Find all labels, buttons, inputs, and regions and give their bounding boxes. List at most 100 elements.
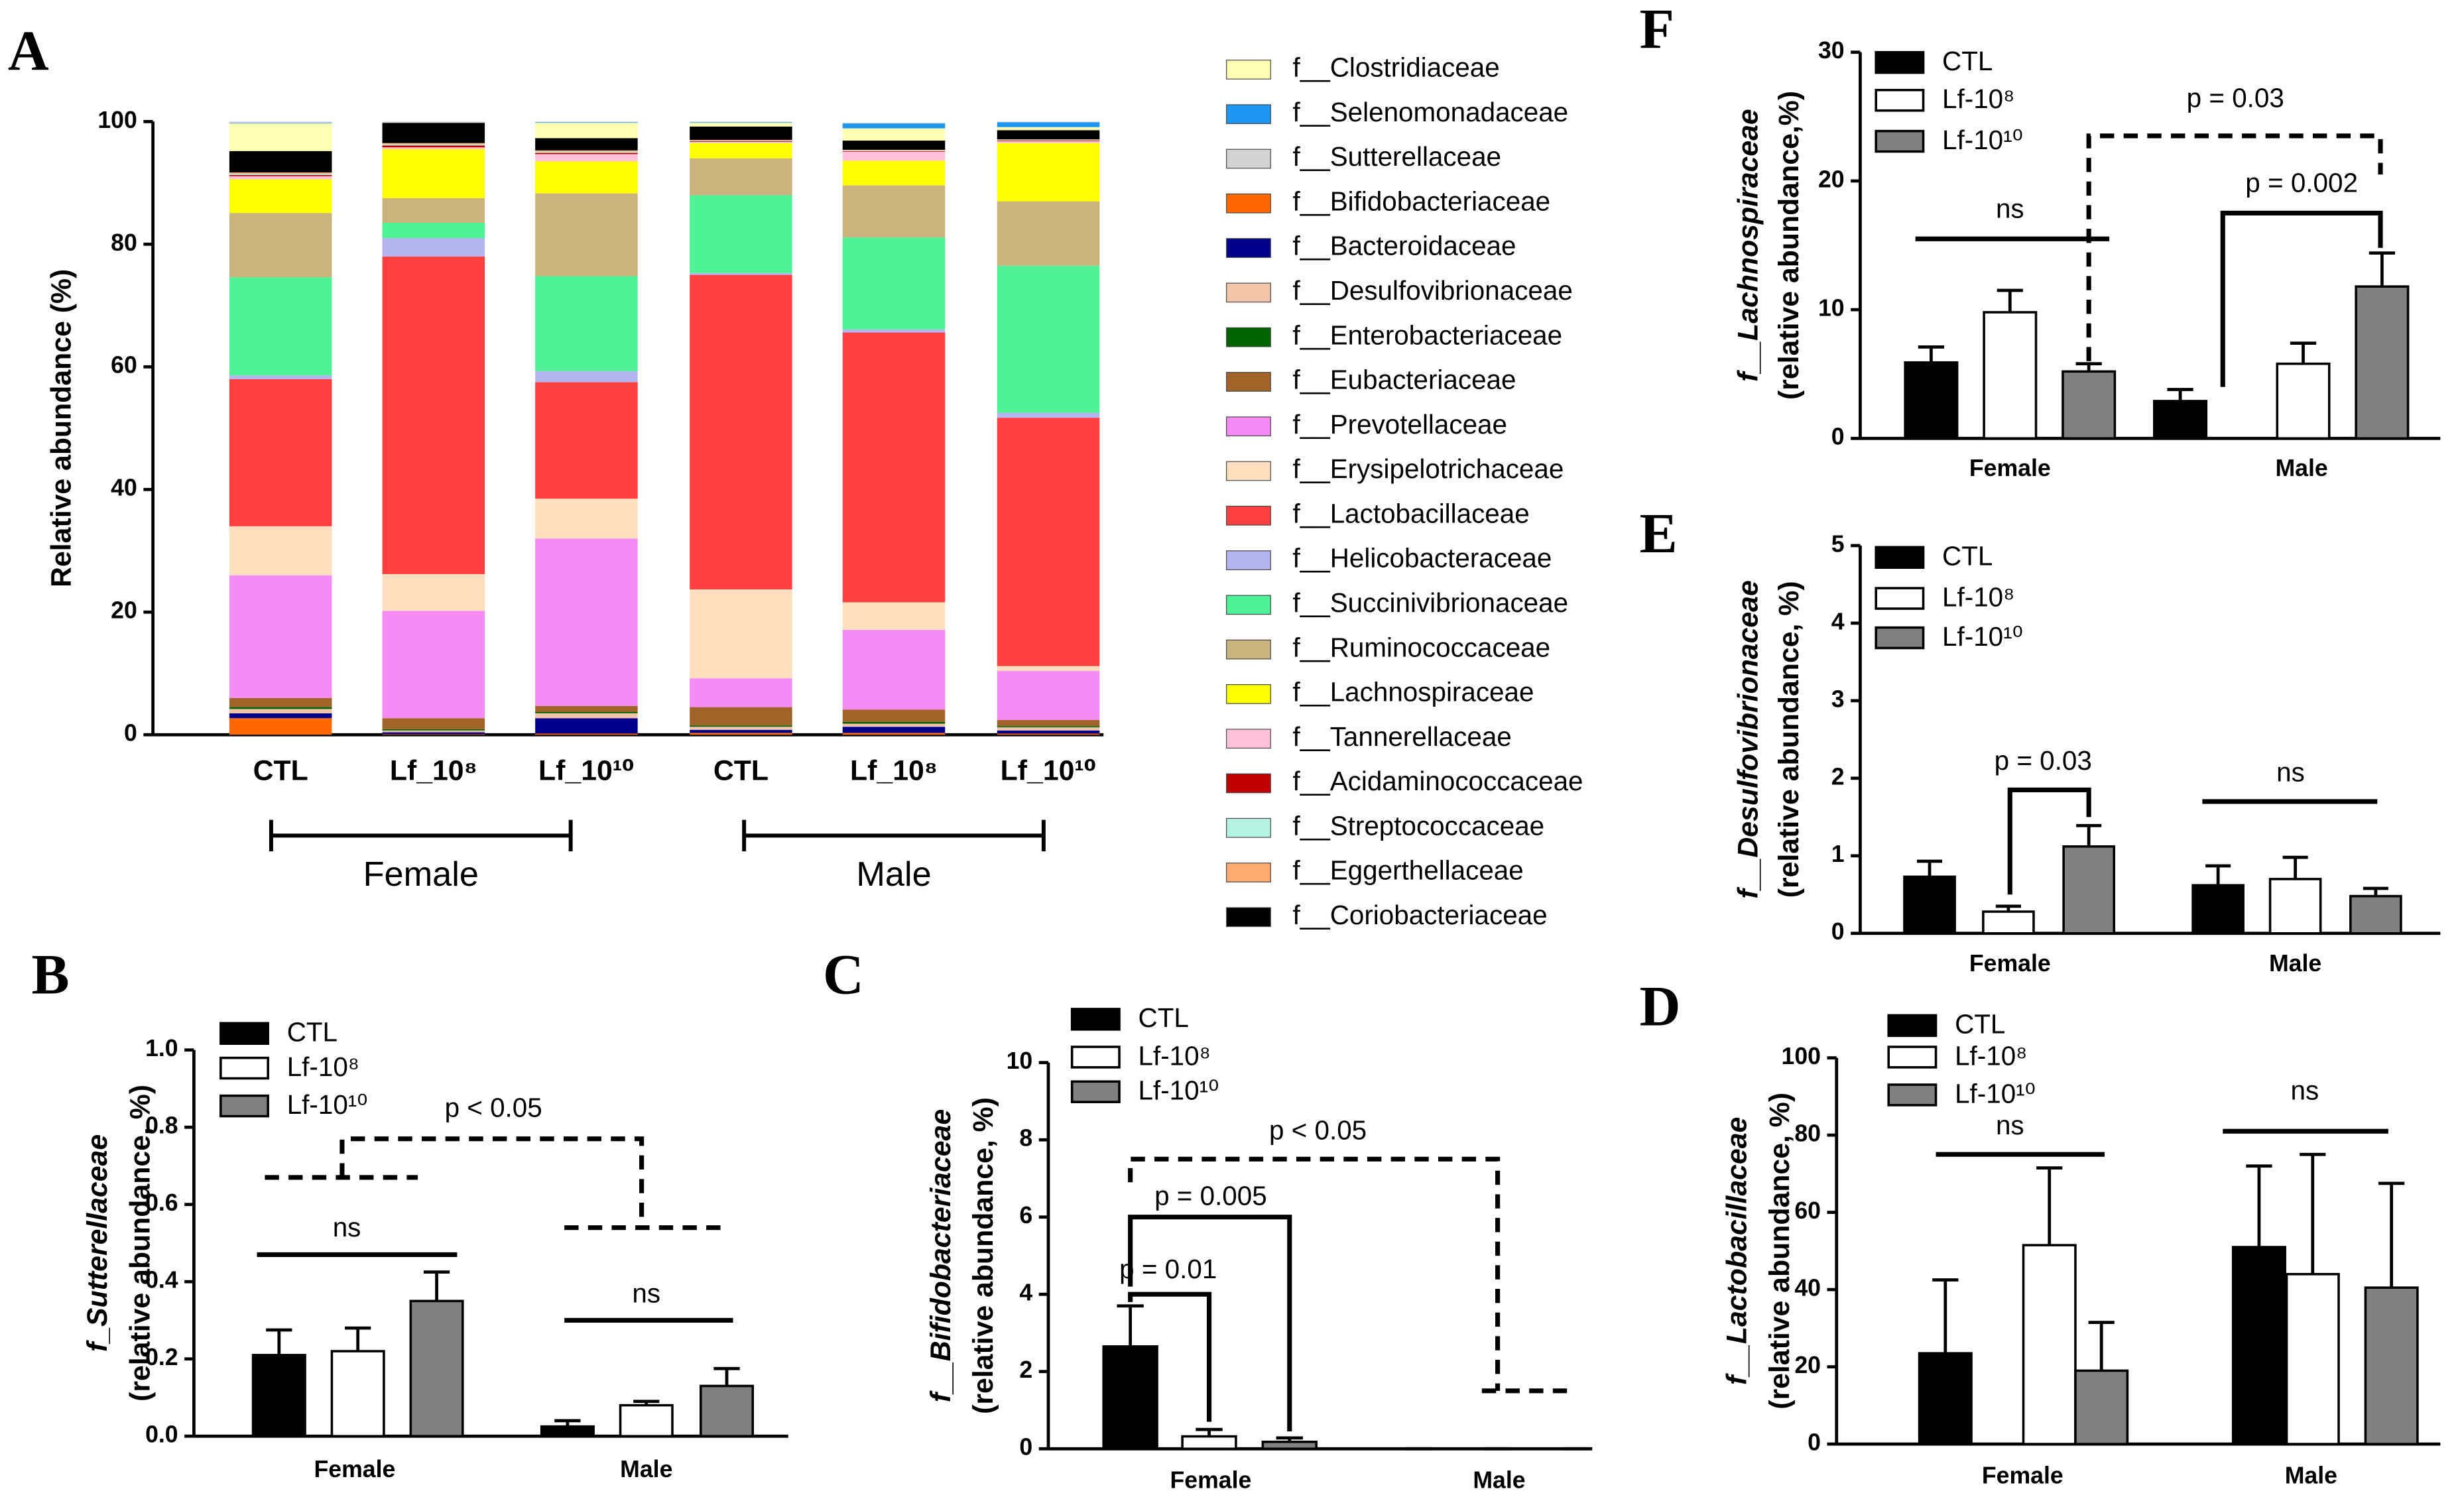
- bar-segment: [382, 145, 485, 148]
- legend-label: CTL: [287, 1017, 338, 1048]
- y-tick-label: 0: [1831, 424, 1845, 450]
- bar-segment: [535, 713, 638, 719]
- bar-segment: [229, 121, 332, 123]
- legend-swatch: [1875, 626, 1925, 650]
- legend-swatch: [1226, 282, 1271, 303]
- bar-segment: [997, 139, 1100, 141]
- bar: [330, 1350, 385, 1437]
- x-tick-label: Female: [1969, 950, 2051, 977]
- bar-segment: [535, 733, 638, 735]
- annotation: p = 0.03: [2187, 82, 2284, 113]
- bar-segment: [535, 138, 638, 150]
- legend-label: f__Eubacteriaceae: [1293, 365, 1516, 395]
- bar-segment: [535, 151, 638, 153]
- bar-segment: [842, 727, 946, 733]
- y-tick-label: 40: [111, 475, 137, 501]
- bar: [1983, 311, 2038, 440]
- annotation: p = 0.002: [2245, 167, 2358, 198]
- legend-swatch: [1875, 50, 1925, 74]
- legend-label: f__Eggerthellaceae: [1293, 855, 1524, 886]
- bar-segment: [535, 154, 638, 162]
- y-tick-label: 0: [124, 720, 137, 747]
- bar-segment: [690, 122, 792, 123]
- y-tick-label: 0.8: [145, 1112, 178, 1139]
- bar-segment: [229, 713, 332, 719]
- bar-segment: [690, 143, 792, 158]
- bar-segment: [997, 412, 1100, 418]
- legend-label: Lf-10⁸: [1139, 1040, 1211, 1071]
- bar: [2231, 1246, 2286, 1445]
- bar-segment: [842, 150, 946, 151]
- bar-segment: [997, 121, 1100, 123]
- bar-segment: [229, 526, 332, 575]
- legend-label: Lf-10⁸: [1942, 581, 2014, 612]
- y-tick-label: 0.0: [145, 1421, 178, 1448]
- legend-swatch: [1875, 546, 1925, 569]
- x-tick-label: CTL: [713, 755, 769, 787]
- bar-segment: [690, 707, 792, 726]
- bar-segment: [535, 122, 638, 123]
- bar-segment: [842, 709, 946, 722]
- legend-swatch: [219, 1056, 269, 1080]
- bar-segment: [229, 213, 332, 278]
- bar: [2355, 285, 2410, 440]
- legend-label: f__Coriobacteriaceae: [1293, 900, 1548, 930]
- bar-segment: [229, 176, 332, 180]
- bar: [2153, 400, 2208, 440]
- bar-segment: [535, 152, 638, 154]
- x-tick-label: Lf_10⁸: [850, 755, 938, 787]
- bar: [1904, 361, 1959, 440]
- legend-swatch: [1226, 104, 1271, 125]
- bar: [2191, 884, 2245, 935]
- legend-swatch: [1070, 1008, 1121, 1031]
- panel-label: A: [8, 20, 49, 83]
- bar-segment: [229, 123, 332, 151]
- x-tick-label: Lf_10¹⁰: [538, 755, 635, 787]
- bar-segment: [997, 733, 1100, 735]
- x-tick-label: Male: [620, 1456, 672, 1482]
- legend-swatch: [1226, 416, 1271, 437]
- bar-segment: [535, 276, 638, 371]
- bar-segment: [382, 573, 485, 611]
- y-axis-label: (relative abundance, %): [967, 1097, 999, 1414]
- bar: [1181, 1435, 1237, 1451]
- y-axis-label: (relative abundance, %): [1773, 581, 1805, 898]
- legend-swatch: [1226, 149, 1271, 169]
- legend-label: f__Bifidobacteriaceae: [1293, 186, 1551, 216]
- legend-swatch: [1875, 587, 1925, 610]
- bar-segment: [997, 130, 1100, 140]
- bar-segment: [382, 121, 485, 123]
- y-tick-label: 40: [1794, 1275, 1821, 1301]
- bar-segment: [997, 122, 1100, 127]
- bar-segment: [997, 140, 1100, 141]
- legend-label: f__Succinivibrionaceae: [1293, 587, 1569, 618]
- legend-swatch: [1226, 550, 1271, 570]
- y-tick-label: 0: [1831, 918, 1845, 945]
- legend-label: f__Enterobacteriaceae: [1293, 320, 1563, 350]
- legend-swatch: [1226, 863, 1271, 882]
- y-tick-label: 6: [1019, 1202, 1032, 1229]
- legend-label: f__Ruminococcaceae: [1293, 632, 1551, 662]
- annotation: p < 0.05: [1269, 1114, 1367, 1145]
- y-tick-label: 60: [1794, 1197, 1821, 1224]
- bar-segment: [535, 121, 638, 123]
- bar-segment: [535, 371, 638, 383]
- bar-segment: [229, 277, 332, 376]
- legend-swatch: [1070, 1080, 1121, 1103]
- bar-segment: [229, 150, 332, 173]
- y-tick-label: 2: [1831, 763, 1845, 790]
- bar: [1918, 1352, 1973, 1445]
- bar-segment: [842, 733, 946, 735]
- bar-segment: [229, 172, 332, 174]
- bar-segment: [997, 143, 1100, 202]
- y-tick-label: 8: [1019, 1125, 1032, 1152]
- bar-segment: [842, 185, 946, 238]
- bar-segment: [842, 151, 946, 161]
- x-tick-label: Male: [2275, 455, 2327, 481]
- bar-segment: [535, 382, 638, 499]
- bar-segment: [382, 222, 485, 239]
- bar-segment: [229, 718, 332, 735]
- bar-segment: [997, 201, 1100, 266]
- bar-segment: [382, 149, 485, 198]
- legend-swatch: [219, 1022, 269, 1045]
